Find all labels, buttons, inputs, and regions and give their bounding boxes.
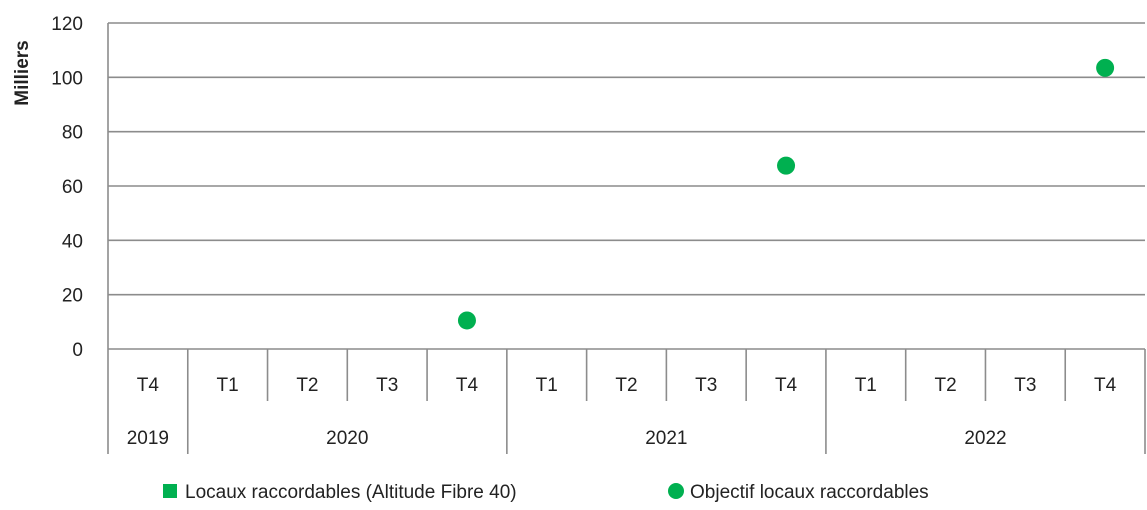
legend: Locaux raccordables (Altitude Fibre 40) O… (163, 482, 929, 503)
x-year-label: 2020 (326, 428, 368, 449)
x-year-label: 2019 (127, 428, 169, 449)
x-category-label: T3 (1014, 375, 1036, 396)
y-tick-label: 0 (72, 340, 83, 361)
data-point (457, 311, 476, 330)
x-category-label: T2 (615, 375, 637, 396)
y-tick-label: 20 (62, 286, 83, 307)
y-tick-label: 60 (62, 177, 83, 198)
y-tick-labels: 0 20 40 60 80 100 120 (51, 14, 83, 361)
x-category-label: T2 (296, 375, 318, 396)
x-category-labels: T4 T1 T2 T3 T4 T1 T2 T3 T4 T1 T2 T3 T4 (137, 375, 1117, 396)
axis-layer (107, 23, 1146, 454)
x-category-label: T3 (695, 375, 717, 396)
data-point (777, 156, 796, 175)
x-year-labels: 2019 2020 2021 2022 (127, 428, 1007, 449)
y-tick-label: 100 (51, 68, 83, 89)
x-year-label: 2022 (964, 428, 1006, 449)
x-category-label: T3 (376, 375, 398, 396)
y-tick-label: 40 (62, 231, 83, 252)
y-tick-label: 80 (62, 123, 83, 144)
data-points (457, 58, 1115, 330)
x-category-label: T1 (536, 375, 558, 396)
grid-layer (108, 22, 1145, 296)
x-category-label: T4 (137, 375, 160, 396)
data-point (1096, 58, 1115, 77)
x-category-label: T4 (1094, 375, 1117, 396)
y-axis-label: Milliers (12, 40, 33, 105)
legend-label: Objectif locaux raccordables (690, 482, 929, 503)
legend-marker (163, 484, 177, 498)
legend-marker (668, 483, 684, 499)
y-tick-label: 120 (51, 14, 83, 35)
x-year-label: 2021 (645, 428, 687, 449)
legend-label: Locaux raccordables (Altitude Fibre 40) (185, 482, 517, 503)
x-category-label: T1 (855, 375, 877, 396)
x-category-label: T1 (217, 375, 239, 396)
x-category-label: T4 (456, 375, 479, 396)
x-category-label: T4 (775, 375, 798, 396)
x-category-label: T2 (934, 375, 956, 396)
